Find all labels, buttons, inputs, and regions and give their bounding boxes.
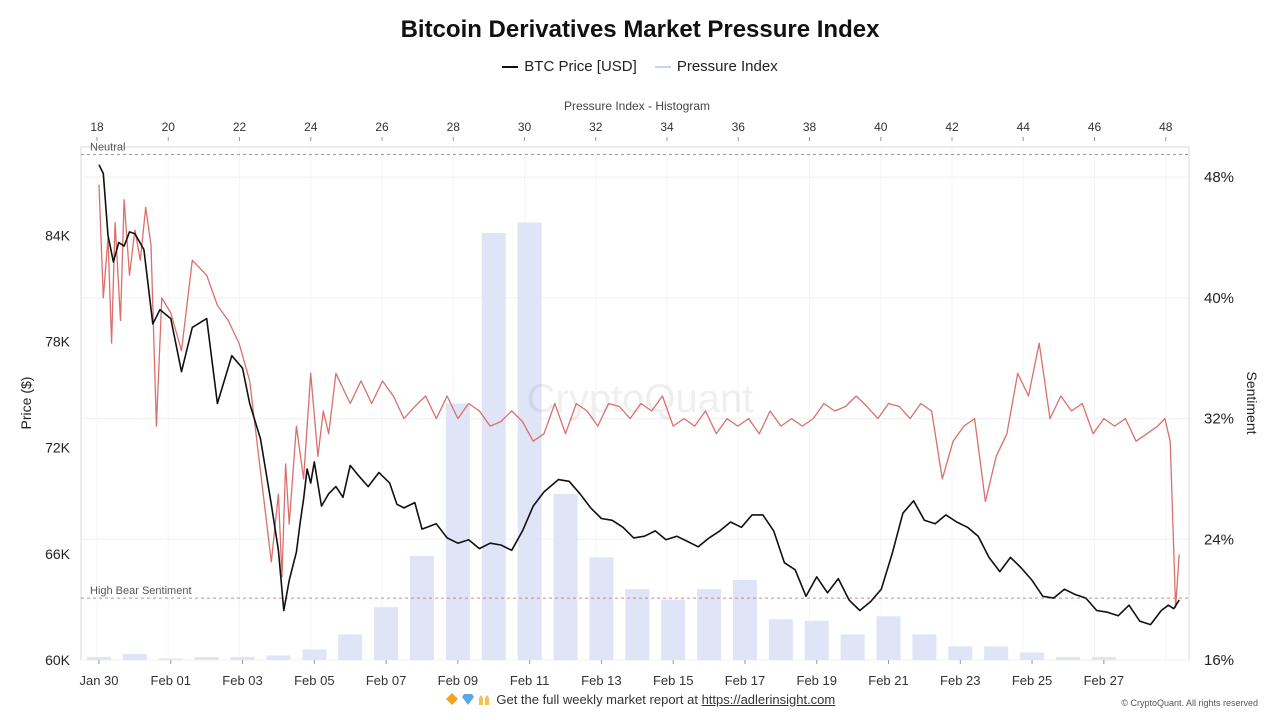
histogram-bar [302,649,327,660]
histogram-bar [625,589,650,660]
x-tick-label: Feb 01 [151,673,191,688]
legend-label-price: BTC Price [USD] [524,58,637,75]
histogram-bar [409,555,434,660]
legend-swatch-price [502,65,519,68]
x-tick-label: Jan 30 [79,673,118,688]
x-tick-label: Feb 25 [1012,673,1052,688]
footer-link[interactable]: https://adlerinsight.com [701,692,836,707]
top-tick-label: 38 [803,120,817,134]
histogram-bar [553,494,578,660]
top-tick-label: 44 [1017,120,1031,134]
y-right-tick-label: 48% [1204,169,1234,186]
gem-icon [461,694,474,705]
histogram-bar [661,599,686,660]
y-right-tick-label: 40% [1204,290,1234,307]
histogram-bar [732,580,757,660]
legend-item-pressure: Pressure Index [654,58,778,75]
histogram-bar [517,222,542,661]
y-right-tick-label: 32% [1204,411,1234,428]
x-tick-label: Feb 17 [725,673,765,688]
x-tick-label: Feb 27 [1084,673,1124,688]
x-tick-label: Feb 03 [222,673,262,688]
y-right-tick-label: 24% [1204,531,1234,548]
histogram-bar [122,653,147,660]
y-left-tick-label: 60K [45,652,71,668]
chart-title: Bitcoin Derivatives Market Pressure Inde… [400,16,880,43]
diamond-icon [445,693,458,705]
y-right-tick-label: 16% [1204,652,1234,669]
top-tick-label: 42 [945,120,959,134]
x-tick-label: Feb 23 [940,673,980,688]
histogram-bar [804,620,829,660]
histogram-bar [984,646,1009,660]
legend-item-price: BTC Price [USD] [502,58,637,75]
chart-svg: CryptoQuant Neutral High Bear Sentiment 1… [18,99,1260,688]
x-tick-label: Feb 19 [797,673,837,688]
x-tick-label: Feb 15 [653,673,693,688]
y-axis-label-left: Price ($) [18,377,34,430]
histogram-bar [230,656,255,660]
histogram-bar [876,616,901,660]
histogram-bar [948,646,973,660]
y-left-tick-label: 78K [45,334,71,350]
x-tick-label: Feb 13 [581,673,621,688]
top-axis-label: Pressure Index - Histogram [564,99,710,113]
top-tick-label: 28 [447,120,461,134]
top-tick-label: 36 [732,120,746,134]
top-tick-label: 40 [874,120,888,134]
histogram-bar [589,557,614,660]
top-tick-label: 32 [589,120,603,134]
histogram-bar [481,233,506,661]
histogram-bar [1020,652,1045,660]
top-tick-label: 46 [1088,120,1102,134]
x-tick-label: Feb 09 [438,673,478,688]
reference-lines: Neutral High Bear Sentiment [81,142,1189,599]
y-left-tick-label: 66K [45,546,71,562]
top-tick-label: 34 [660,120,674,134]
histogram-bar [697,589,722,660]
legend: BTC Price [USD] Pressure Index [0,58,1280,75]
x-tick-label: Feb 21 [868,673,908,688]
histogram-bar [87,656,111,660]
histogram-bar [445,403,470,660]
legend-label-pressure: Pressure Index [676,58,778,75]
top-tick-label: 30 [518,120,532,134]
histogram-bar [194,656,219,660]
y-left-tick-label: 72K [45,440,71,456]
price-line [98,164,1180,626]
top-tick-label: 18 [90,120,104,134]
histogram-bar [1091,656,1116,660]
raised-hands-icon [478,695,489,705]
x-tick-label: Feb 11 [510,673,550,688]
footer-note: Get the full weekly market report at htt… [0,692,1280,707]
top-tick-label: 26 [375,120,389,134]
watermark: CryptoQuant [527,377,754,421]
neutral-line-label: Neutral [90,142,125,154]
histogram-bar [266,655,291,660]
bear-line-label: High Bear Sentiment [90,585,192,597]
histogram-bar [158,658,183,660]
histogram-bar [374,607,399,660]
histogram-bar [1055,656,1080,660]
y-left-tick-label: 84K [45,227,71,243]
histogram-bars [87,222,1116,661]
legend-swatch-pressure [654,65,671,68]
histogram-bar [840,634,865,660]
top-tick-label: 24 [304,120,318,134]
axes: 18 20 22 24 26 28 30 32 34 36 38 40 42 44 46 48 Jan 30 Fe… [45,120,1234,688]
histogram-bar [912,634,937,660]
histogram-bar [768,619,793,660]
histogram-bar [338,634,363,660]
top-tick-label: 22 [233,120,247,134]
copyright: © CryptoQuant. All rights reserved [1121,698,1258,708]
y-axis-label-right: Sentiment [1244,371,1260,434]
x-tick-label: Feb 05 [294,673,334,688]
footer-text: Get the full weekly market report at [496,692,702,707]
top-tick-label: 48 [1159,120,1173,134]
x-tick-label: Feb 07 [366,673,406,688]
sentiment-line [98,184,1180,608]
top-tick-label: 20 [162,120,176,134]
series-lines [98,164,1180,626]
